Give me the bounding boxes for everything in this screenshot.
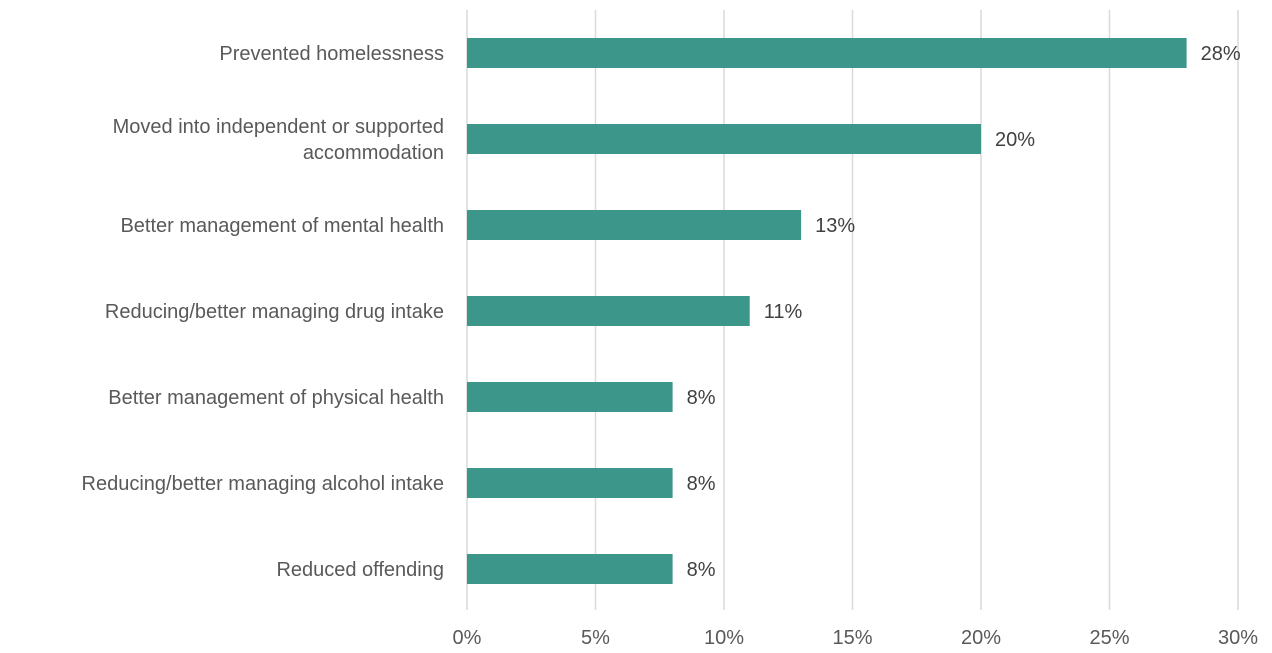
- category-label: accommodation: [303, 142, 444, 164]
- x-tick-label: 20%: [961, 627, 1001, 649]
- category-label: Prevented homelessness: [219, 43, 444, 65]
- x-tick-label: 25%: [1089, 627, 1129, 649]
- x-tick-label: 15%: [832, 627, 872, 649]
- x-tick-label: 10%: [704, 627, 744, 649]
- x-tick-label: 30%: [1218, 627, 1258, 649]
- data-label: 8%: [687, 559, 716, 581]
- bar: [467, 468, 673, 498]
- data-label: 20%: [995, 129, 1035, 151]
- data-label: 28%: [1201, 43, 1241, 65]
- category-label: Reduced offending: [276, 559, 444, 581]
- data-labels: 28% 20% 13% 11% 8% 8% 8%: [687, 43, 1241, 581]
- data-label: 8%: [687, 387, 716, 409]
- category-labels: Prevented homelessness Moved into indepen…: [82, 43, 444, 581]
- data-label: 13%: [815, 215, 855, 237]
- category-label: Reducing/better managing drug intake: [105, 301, 444, 323]
- category-label: Moved into independent or supported: [113, 116, 444, 138]
- data-label: 11%: [764, 301, 803, 323]
- category-label: Reducing/better managing alcohol intake: [82, 473, 444, 495]
- bar: [467, 296, 750, 326]
- bar: [467, 38, 1187, 68]
- bar: [467, 210, 802, 240]
- bars: [467, 38, 1187, 584]
- data-label: 8%: [687, 473, 716, 495]
- category-label: Better management of physical health: [108, 387, 444, 409]
- x-tick-label: 0%: [453, 627, 482, 649]
- x-axis-ticks: 0% 5% 10% 15% 20% 25% 30%: [453, 627, 1259, 649]
- bar: [467, 124, 981, 154]
- x-tick-label: 5%: [581, 627, 610, 649]
- category-label: Better management of mental health: [120, 215, 444, 237]
- bar: [467, 382, 673, 412]
- bar: [467, 554, 673, 584]
